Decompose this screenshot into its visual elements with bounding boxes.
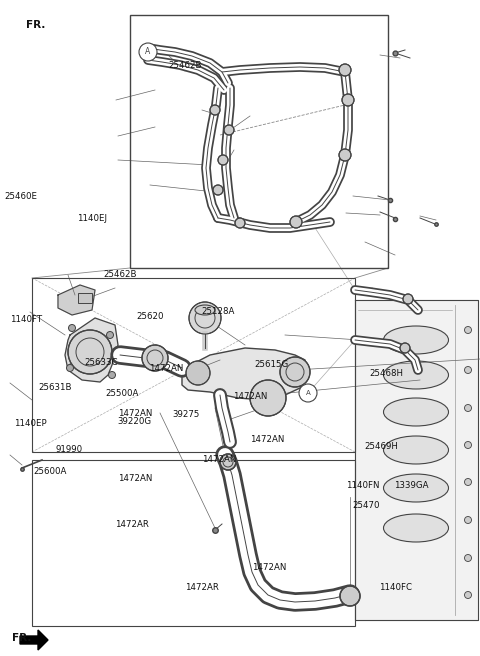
Ellipse shape	[384, 436, 448, 464]
Text: 1472AN: 1472AN	[202, 455, 236, 464]
Circle shape	[465, 441, 471, 449]
Circle shape	[220, 454, 236, 470]
Circle shape	[108, 371, 116, 379]
Circle shape	[107, 331, 113, 338]
Text: 25615G: 25615G	[254, 359, 288, 369]
Ellipse shape	[384, 474, 448, 502]
Text: 25600A: 25600A	[34, 466, 67, 476]
Text: 25468H: 25468H	[370, 369, 404, 379]
Ellipse shape	[195, 305, 215, 315]
Ellipse shape	[384, 514, 448, 542]
Text: 1472AN: 1472AN	[118, 474, 152, 483]
Circle shape	[342, 94, 354, 106]
Polygon shape	[20, 630, 48, 650]
Text: 1140FN: 1140FN	[346, 481, 379, 490]
Text: 1472AN: 1472AN	[149, 364, 183, 373]
Circle shape	[290, 216, 302, 228]
Text: 25460E: 25460E	[5, 192, 38, 201]
Text: 25462B: 25462B	[103, 270, 137, 279]
Text: 1140FC: 1140FC	[379, 583, 412, 592]
Circle shape	[139, 43, 157, 61]
Text: 25470: 25470	[353, 501, 380, 510]
Circle shape	[465, 367, 471, 373]
Text: 1472AN: 1472AN	[250, 435, 284, 444]
Circle shape	[67, 365, 73, 371]
Circle shape	[224, 125, 234, 135]
Circle shape	[68, 330, 112, 374]
Text: 1472AR: 1472AR	[115, 520, 149, 529]
Circle shape	[210, 105, 220, 115]
Text: 25469H: 25469H	[365, 441, 399, 451]
Circle shape	[465, 327, 471, 333]
Text: 39220G: 39220G	[118, 417, 152, 426]
Circle shape	[250, 380, 286, 416]
Polygon shape	[65, 318, 118, 382]
Text: 1140EP: 1140EP	[14, 419, 47, 428]
Text: 1472AN: 1472AN	[252, 563, 287, 572]
Polygon shape	[182, 348, 308, 400]
Polygon shape	[58, 285, 95, 315]
Text: 1339GA: 1339GA	[394, 481, 428, 490]
Text: 1472AN: 1472AN	[233, 392, 267, 401]
Circle shape	[299, 384, 317, 402]
Text: 25631B: 25631B	[38, 382, 72, 392]
Ellipse shape	[384, 398, 448, 426]
Text: A: A	[145, 47, 151, 56]
Circle shape	[339, 64, 351, 76]
Bar	[130, 15, 388, 268]
Text: 25620: 25620	[137, 312, 164, 321]
Circle shape	[465, 516, 471, 523]
Circle shape	[339, 149, 351, 161]
Text: 1140EJ: 1140EJ	[77, 214, 107, 223]
Circle shape	[189, 302, 221, 334]
Ellipse shape	[384, 361, 448, 389]
Circle shape	[465, 592, 471, 598]
Circle shape	[340, 586, 360, 606]
Circle shape	[142, 345, 168, 371]
Circle shape	[186, 361, 210, 385]
Circle shape	[465, 405, 471, 411]
Text: A: A	[306, 390, 311, 396]
Text: 25128A: 25128A	[202, 307, 235, 316]
Text: 1472AN: 1472AN	[118, 409, 152, 418]
Circle shape	[403, 294, 413, 304]
Polygon shape	[355, 300, 478, 620]
Text: 91990: 91990	[55, 445, 83, 454]
Text: 25500A: 25500A	[106, 389, 139, 398]
Text: 1140FT: 1140FT	[10, 315, 42, 324]
Circle shape	[218, 155, 228, 165]
Text: FR.: FR.	[26, 20, 46, 30]
Text: 39275: 39275	[173, 410, 200, 419]
Circle shape	[465, 478, 471, 485]
Circle shape	[213, 185, 223, 195]
Bar	[78, 293, 92, 303]
Text: 1472AR: 1472AR	[185, 583, 219, 592]
Ellipse shape	[384, 326, 448, 354]
Circle shape	[69, 325, 75, 331]
Circle shape	[400, 343, 410, 353]
Text: 25462B: 25462B	[168, 61, 202, 70]
Circle shape	[235, 218, 245, 228]
Text: 25633C: 25633C	[84, 358, 118, 367]
Bar	[32, 460, 355, 626]
Circle shape	[465, 554, 471, 562]
Text: FR.: FR.	[12, 633, 31, 643]
Bar	[32, 278, 355, 452]
Circle shape	[280, 357, 310, 387]
